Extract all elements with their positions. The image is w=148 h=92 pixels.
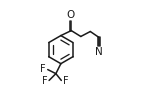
Text: F: F xyxy=(40,64,45,74)
Text: O: O xyxy=(66,10,75,20)
Text: F: F xyxy=(42,76,48,86)
Text: N: N xyxy=(95,47,103,57)
Text: F: F xyxy=(63,76,69,86)
